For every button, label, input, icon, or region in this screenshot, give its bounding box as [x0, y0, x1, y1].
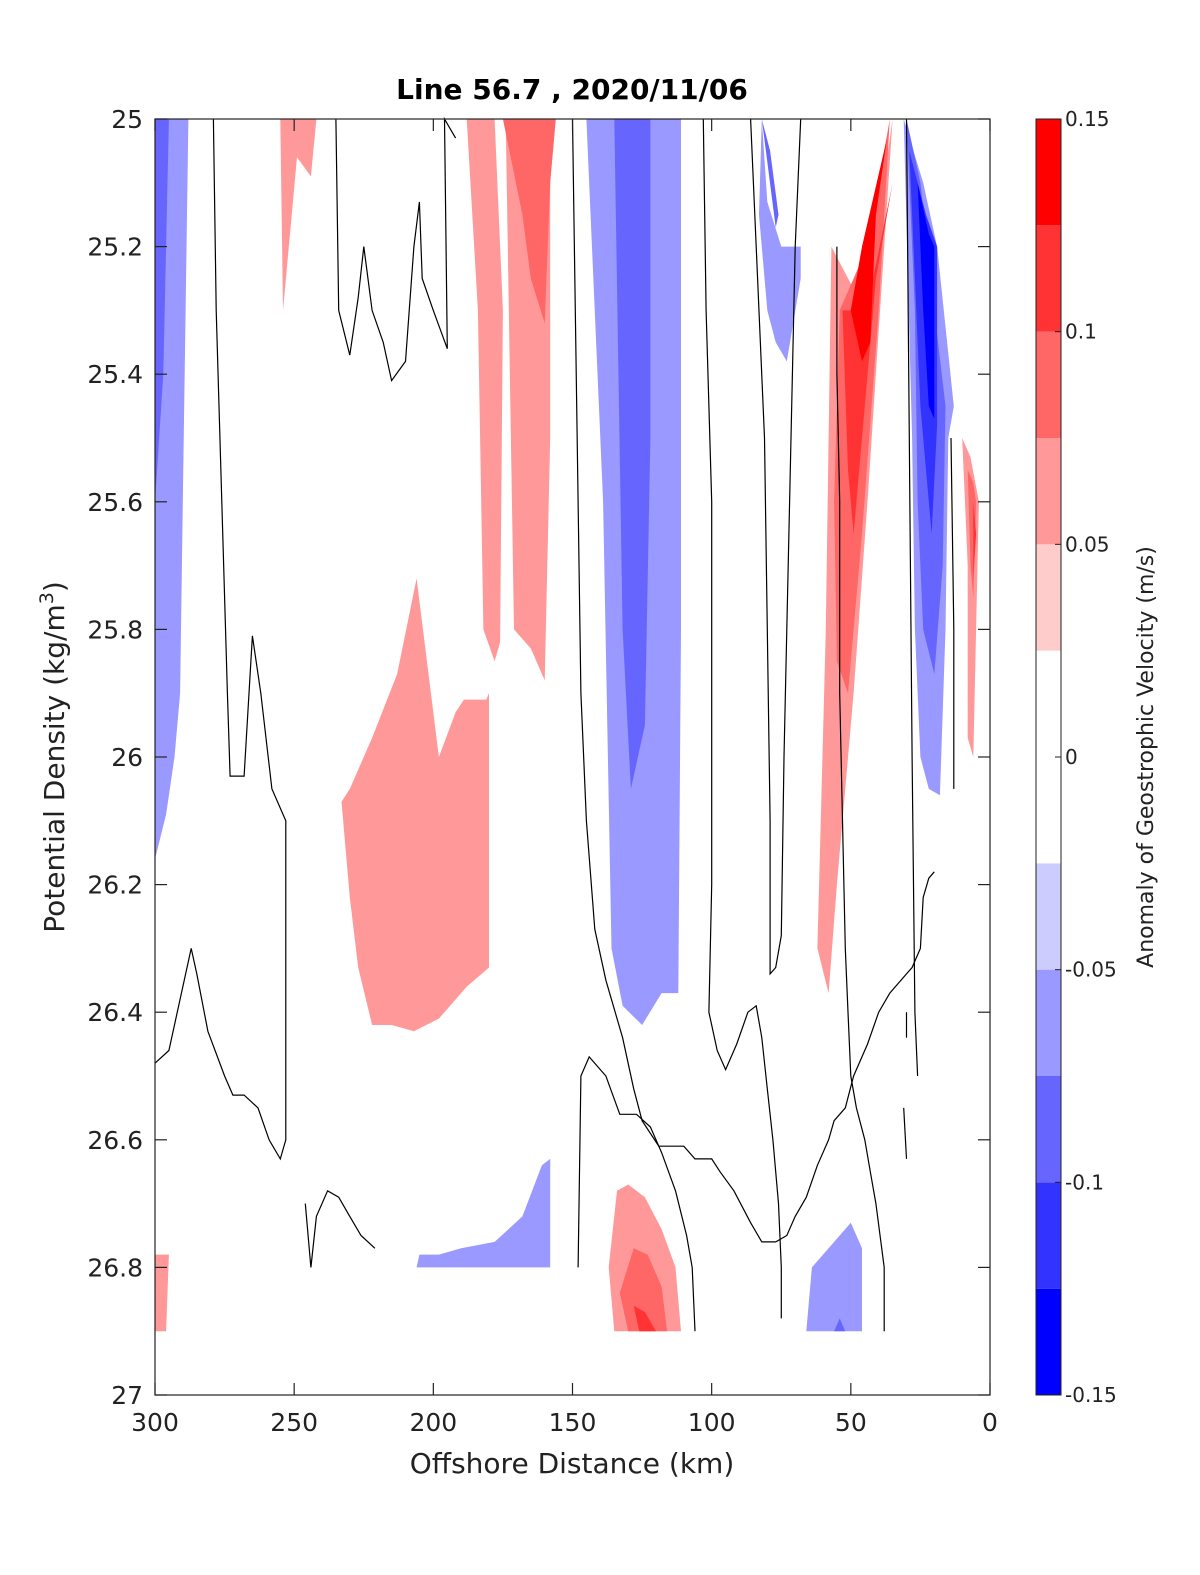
filled-region-4: [466, 119, 503, 662]
colorbar-tick-label: 0.1: [1065, 320, 1097, 344]
chart-title: Line 56.7 , 2020/11/06: [396, 73, 748, 106]
contour-line-1: [335, 116, 457, 383]
filled-region-9: [759, 119, 801, 362]
contour-line-4: [577, 1055, 696, 1332]
y-tick-label: 27: [111, 1381, 143, 1410]
filled-region-18: [917, 182, 935, 419]
filled-region-23: [155, 1254, 169, 1332]
colorbar-label: Anomaly of Geostrophic Velocity (m/s): [1134, 546, 1159, 968]
filled-region-2: [280, 119, 317, 311]
colorbar-tick-label: 0.15: [1065, 107, 1110, 131]
contour-lines: [154, 116, 955, 1332]
x-axis-label: Offshore Distance (km): [410, 1447, 735, 1480]
filled-region-21: [973, 501, 977, 579]
contour-line-3: [304, 1189, 376, 1268]
contour-line-5: [702, 118, 782, 1319]
contour-line-9: [950, 437, 955, 789]
colorbar-segment: [1036, 544, 1061, 651]
filled-region-5: [502, 119, 556, 324]
y-tick-label: 25.2: [87, 233, 143, 262]
colorbar-segment: [1036, 1076, 1061, 1183]
colorbar-segment: [1036, 438, 1061, 545]
x-tick-label: 0: [982, 1408, 998, 1437]
filled-region-8: [614, 119, 651, 789]
colorbar-tick-label: -0.15: [1065, 1383, 1117, 1407]
x-tick-label: 250: [270, 1408, 318, 1437]
filled-regions: [155, 119, 979, 1332]
y-tick-label: 26.8: [87, 1253, 143, 1282]
colorbar-segment: [1036, 119, 1061, 226]
colorbar-segment: [1036, 969, 1061, 1076]
y-axis: 25 25.2 25.4 25.6 25.8 26 26.2 26.4 26.6 26.8 27: [87, 105, 990, 1410]
filled-region-6: [341, 578, 489, 1032]
colorbar-segment: [1036, 863, 1061, 970]
plot-area: 25 25.2 25.4 25.6 25.8 26 26.2 26.4 26.6 26.8 27 3…: [87, 105, 998, 1437]
filled-region-13: [842, 182, 893, 534]
x-tick-label: 100: [688, 1408, 736, 1437]
x-tick-label: 150: [549, 1408, 597, 1437]
filled-region-22: [416, 1158, 551, 1268]
filled-region-28: [834, 1318, 846, 1332]
contour-line-0: [154, 118, 287, 1161]
x-axis: 300 250 200 150 100 50 0: [131, 119, 998, 1437]
colorbar-segment: [1036, 225, 1061, 332]
y-tick-label: 26.2: [87, 871, 143, 900]
x-tick-label: 300: [131, 1408, 179, 1437]
colorbar-tick-label: 0: [1065, 745, 1078, 769]
contour-line-6: [750, 118, 802, 976]
filled-region-10: [761, 119, 779, 228]
colorbar: 0.15 0.1 0.05 0 -0.05 -0.1 -0.15: [1035, 107, 1117, 1407]
x-tick-label: 50: [835, 1408, 867, 1437]
y-tick-label: 26: [111, 743, 143, 772]
y-tick-label: 25.6: [87, 488, 143, 517]
colorbar-segment: [1036, 1182, 1061, 1289]
contour-line-11: [903, 1107, 908, 1159]
x-tick-label: 200: [409, 1408, 457, 1437]
y-tick-label: 26.4: [87, 998, 143, 1027]
filled-region-25: [619, 1248, 668, 1332]
filled-region-14: [850, 138, 887, 362]
y-tick-label: 25.8: [87, 615, 143, 644]
y-tick-label: 25.4: [87, 360, 143, 389]
contour-line-7: [836, 246, 885, 1332]
filled-region-26: [633, 1305, 656, 1332]
contour-line-2: [571, 118, 935, 1243]
colorbar-segment: [1036, 1288, 1061, 1395]
filled-region-1: [155, 119, 169, 502]
colorbar-segment: [1036, 331, 1061, 438]
y-tick-label: 25: [111, 105, 143, 134]
colorbar-tick-label: -0.05: [1065, 958, 1117, 982]
y-axis-label: Potential Density (kg/m3): [36, 581, 71, 933]
colorbar-tick-label: -0.1: [1065, 1170, 1104, 1194]
contour-line-8: [905, 118, 919, 1077]
colorbar-tick-label: 0.05: [1065, 532, 1110, 556]
filled-region-27: [806, 1222, 862, 1332]
y-tick-label: 26.6: [87, 1126, 143, 1155]
